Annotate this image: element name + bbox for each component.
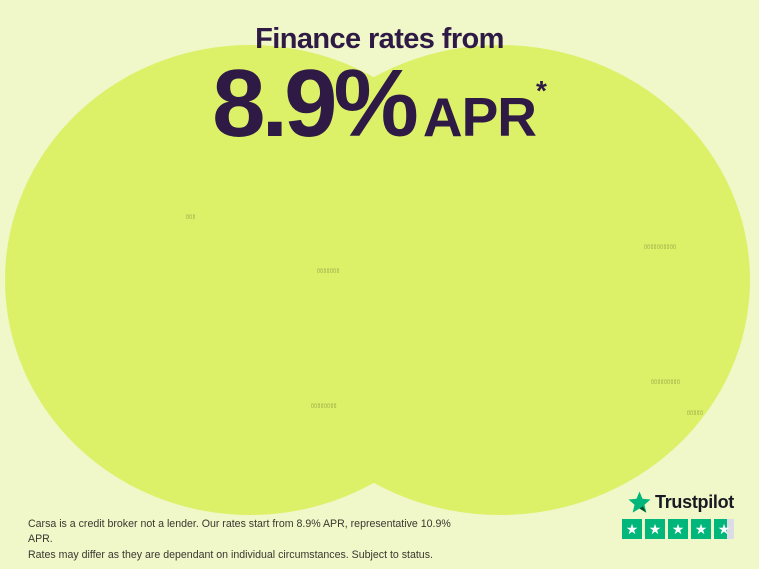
micro-placeholder-text: ▯▯▯ xyxy=(186,214,196,220)
disclaimer-line-2: Rates may differ as they are dependant o… xyxy=(28,548,433,561)
star-icon-3: ★ xyxy=(668,519,688,539)
micro-placeholder-text: ▯▯▯▯▯▯▯ xyxy=(317,268,340,274)
finance-rates-heading: Finance rates from xyxy=(255,23,504,55)
star-icon-2: ★ xyxy=(645,519,665,539)
trustpilot-star-icon xyxy=(628,491,651,514)
micro-placeholder-text: ▯▯▯▯▯▯▯▯▯▯ xyxy=(644,244,677,250)
micro-placeholder-text: ▯▯▯▯▯▯▯▯ xyxy=(311,403,338,409)
rate-asterisk: * xyxy=(536,75,547,106)
star-icon-1: ★ xyxy=(622,519,642,539)
micro-placeholder-text: ▯▯▯▯▯ xyxy=(687,410,704,416)
rate-value: 8.9% xyxy=(212,50,419,157)
star-icon-5-half: ★ xyxy=(714,519,734,539)
trustpilot-logo-row: Trustpilot xyxy=(628,491,734,514)
legal-disclaimer: Carsa is a credit broker not a lender. O… xyxy=(28,517,458,563)
micro-placeholder-text: ▯▯▯▯▯▯▯▯▯ xyxy=(651,379,681,385)
disclaimer-line-1: Carsa is a credit broker not a lender. O… xyxy=(28,518,451,546)
right-circle-shape xyxy=(250,45,750,515)
trustpilot-wordmark: Trustpilot xyxy=(655,492,734,512)
trustpilot-star-rating: ★ ★ ★ ★ ★ xyxy=(622,519,734,539)
rate-unit-label: APR xyxy=(422,86,537,148)
trustpilot-badge[interactable]: Trustpilot ★ ★ ★ ★ ★ xyxy=(622,491,734,539)
rate-headline: 8.9% APR* xyxy=(0,56,759,152)
star-icon-4: ★ xyxy=(691,519,711,539)
